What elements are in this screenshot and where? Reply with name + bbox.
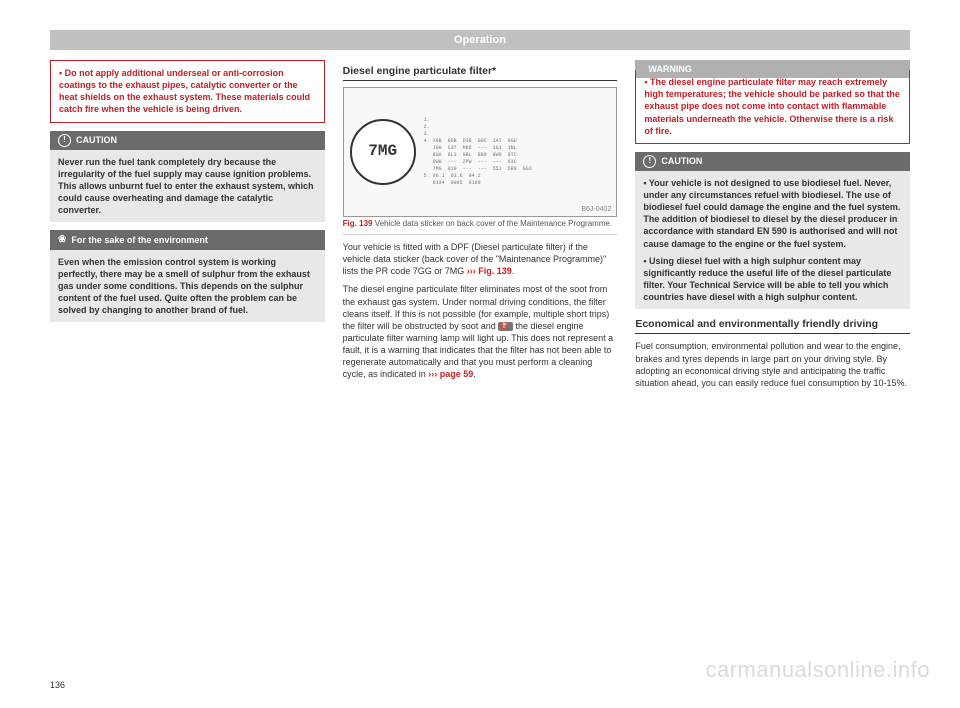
figure-caption-text: Vehicle data sticker on back cover of th… (375, 219, 612, 228)
column-2: Diesel engine particulate filter* 7MG 1.… (343, 60, 618, 395)
p1c: . (512, 266, 515, 276)
continuation-note: • Do not apply additional underseal or a… (50, 60, 325, 123)
dpf-warning-icon: ⛽ (498, 322, 513, 331)
caution2-b1: • Your vehicle is not designed to use bi… (643, 177, 902, 250)
header-bar: Operation (50, 30, 910, 50)
caution-header: ! CAUTION (50, 131, 325, 150)
caution-body: Never run the fuel tank completely dry b… (50, 150, 325, 223)
p2c: . (473, 369, 476, 379)
caution-icon: ! (58, 134, 71, 147)
caution2-icon: ! (643, 155, 656, 168)
caution2-label: CAUTION (661, 155, 702, 167)
caution2-b2: • Using diesel fuel with a high sulphur … (643, 255, 902, 304)
caution-label: CAUTION (76, 134, 117, 146)
dpf-text: Your vehicle is fitted with a DPF (Diese… (343, 241, 618, 381)
dpf-heading: Diesel engine particulate filter* (343, 64, 618, 81)
figure-frame: 7MG 1. 2. 3. 4. X8B 8DB D38 G0C 1AT 8GU … (343, 87, 618, 217)
figure-number: Fig. 139 (343, 219, 373, 228)
page: Operation • Do not apply additional unde… (0, 0, 960, 708)
watermark: carmanualsonline.info (705, 657, 930, 683)
sticker-graphic: 7MG 1. 2. 3. 4. X8B 8DB D38 G0C 1AT 8GU … (350, 94, 611, 210)
caution2-body: • Your vehicle is not designed to use bi… (635, 171, 910, 309)
column-1: • Do not apply additional underseal or a… (50, 60, 325, 395)
flower-icon: ❀ (58, 233, 66, 247)
environment-body: Even when the emission control system is… (50, 250, 325, 323)
warning-body: • The diesel engine particulate filter m… (635, 70, 910, 144)
page-link: ››› page 59 (428, 369, 473, 379)
dpf-para-1: Your vehicle is fitted with a DPF (Diese… (343, 241, 618, 277)
figure-corner-code: B6J-0402 (581, 205, 611, 214)
warning-label: WARNING (648, 63, 692, 75)
dpf-para-2: The diesel engine particulate filter eli… (343, 283, 618, 380)
eco-para: Fuel consumption, environmental pollutio… (635, 340, 910, 389)
sticker-codes: 1. 2. 3. 4. X8B 8DB D38 G0C 1AT 8GU J0H … (424, 117, 532, 187)
sticker-badge: 7MG (350, 119, 416, 185)
caution2-header: ! CAUTION (635, 152, 910, 171)
content-columns: • Do not apply additional underseal or a… (50, 60, 910, 395)
eco-text: Fuel consumption, environmental pollutio… (635, 340, 910, 389)
environment-label: For the sake of the environment (71, 234, 208, 246)
fig-link: ››› Fig. 139 (467, 266, 512, 276)
environment-header: ❀ For the sake of the environment (50, 230, 325, 250)
eco-heading: Economical and environmentally friendly … (635, 317, 910, 334)
column-3: WARNING • The diesel engine particulate … (635, 60, 910, 395)
page-number: 136 (50, 680, 65, 690)
figure-caption: Fig. 139 Vehicle data sticker on back co… (343, 219, 618, 235)
